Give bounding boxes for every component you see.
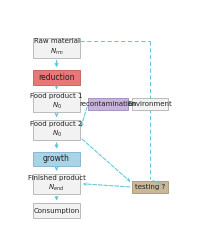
Text: Food product 2
$N_0$: Food product 2 $N_0$ (30, 121, 83, 139)
FancyBboxPatch shape (33, 174, 80, 194)
FancyBboxPatch shape (133, 98, 168, 110)
FancyBboxPatch shape (33, 120, 80, 140)
Text: growth: growth (43, 154, 70, 163)
FancyBboxPatch shape (33, 92, 80, 112)
FancyBboxPatch shape (133, 181, 168, 193)
Text: Food product 1
$N_0$: Food product 1 $N_0$ (30, 93, 83, 111)
FancyBboxPatch shape (33, 203, 80, 218)
Text: reduction: reduction (38, 73, 75, 82)
FancyBboxPatch shape (33, 38, 80, 58)
Text: Raw material
$N_{rm}$: Raw material $N_{rm}$ (34, 38, 80, 57)
Text: recontamination: recontamination (79, 101, 137, 107)
Text: Environment: Environment (128, 101, 173, 107)
FancyBboxPatch shape (88, 98, 128, 110)
Text: testing ?: testing ? (135, 184, 165, 190)
FancyBboxPatch shape (33, 152, 80, 166)
Text: Consumption: Consumption (34, 208, 80, 214)
FancyBboxPatch shape (33, 70, 80, 84)
Text: Finished product
$N_{end}$: Finished product $N_{end}$ (28, 175, 85, 193)
